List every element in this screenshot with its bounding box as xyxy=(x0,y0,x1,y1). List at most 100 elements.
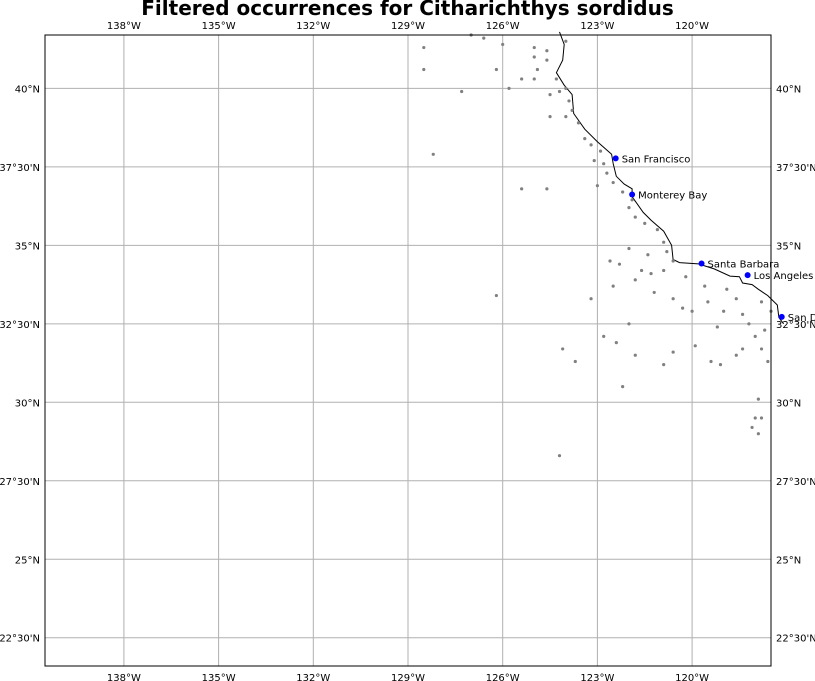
city-marker xyxy=(629,191,636,198)
lat-tick-label: 40°N xyxy=(15,84,40,95)
occurrence-point xyxy=(747,322,751,326)
lat-tick-label: 27°30'N xyxy=(0,477,40,488)
occurrence-point xyxy=(740,312,745,316)
coastline-path xyxy=(555,31,785,325)
occurrence-point xyxy=(520,187,524,191)
lat-tick-label: 35°N xyxy=(15,241,40,252)
occurrence-point xyxy=(422,67,426,72)
lon-tick-label: 123°W xyxy=(580,673,614,681)
lon-tick-label: 120°W xyxy=(675,673,709,681)
occurrence-point xyxy=(646,253,650,257)
occurrence-point xyxy=(665,250,669,254)
occurrence-point xyxy=(567,99,571,103)
city-marker xyxy=(744,272,751,279)
occurrence-point xyxy=(422,45,426,50)
occurrence-point xyxy=(583,136,587,141)
occurrence-point xyxy=(703,284,707,288)
lat-tick-label: 30°N xyxy=(776,398,801,409)
city-label: Los Angeles xyxy=(754,271,814,282)
occurrence-point xyxy=(554,77,558,81)
occurrence-point xyxy=(545,58,549,62)
lon-tick-label: 126°W xyxy=(486,673,520,681)
lat-tick-label: 37°30'N xyxy=(0,163,40,174)
occurrence-point xyxy=(766,359,770,364)
occurrence-point xyxy=(734,297,738,301)
occurrence-point xyxy=(662,240,666,244)
lat-tick-label: 37°30'N xyxy=(776,163,815,174)
lat-tick-label: 40°N xyxy=(776,84,801,95)
occurrence-point xyxy=(693,344,697,348)
lat-tick-label: 35°N xyxy=(776,241,801,252)
lat-tick-label: 30°N xyxy=(15,398,40,409)
occurrence-point xyxy=(633,353,637,357)
occurrence-point xyxy=(718,363,723,367)
occurrence-point xyxy=(652,290,656,295)
occurrence-point xyxy=(573,359,577,364)
lon-tick-label: 135°W xyxy=(202,21,236,32)
occurrence-point xyxy=(460,89,464,94)
occurrence-point xyxy=(706,300,710,304)
occurrence-point xyxy=(633,278,637,282)
occurrence-point xyxy=(494,67,498,72)
occurrence-point xyxy=(589,143,593,147)
occurrence-point xyxy=(709,359,713,364)
lat-tick-label: 25°N xyxy=(776,555,801,566)
occurrence-point xyxy=(621,385,625,389)
occurrence-points xyxy=(422,33,773,458)
occurrence-point xyxy=(763,328,767,332)
lon-tick-label: 129°W xyxy=(391,673,425,681)
occurrence-point xyxy=(532,77,536,81)
occurrence-point xyxy=(545,187,549,191)
occurrence-point xyxy=(602,334,606,338)
lon-tick-label: 132°W xyxy=(296,673,330,681)
occurrence-point xyxy=(759,347,764,351)
occurrence-point xyxy=(520,77,524,81)
occurrence-point xyxy=(482,36,486,40)
occurrence-point xyxy=(627,206,631,210)
occurrence-point xyxy=(602,162,606,166)
lon-tick-label: 126°W xyxy=(486,21,520,32)
city-label: Monterey Bay xyxy=(638,190,707,201)
occurrence-point xyxy=(548,93,552,97)
city-marker xyxy=(778,313,785,320)
occurrence-point xyxy=(532,55,536,59)
occurrence-point xyxy=(608,259,612,263)
occurrence-point xyxy=(722,309,726,313)
lon-tick-label: 120°W xyxy=(675,21,709,32)
map-frame xyxy=(44,34,772,667)
lat-tick-label: 22°30'N xyxy=(0,634,40,645)
occurrence-point xyxy=(564,86,568,90)
map-title: Filtered occurrences for Citharichthys s… xyxy=(141,0,674,20)
occurrence-point xyxy=(630,198,634,202)
occurrence-point xyxy=(564,115,568,119)
city-label: San Diego xyxy=(788,313,815,324)
occurrence-point xyxy=(611,180,615,185)
occurrence-point xyxy=(639,268,644,273)
occurrence-point xyxy=(627,322,631,326)
occurrence-point xyxy=(557,454,562,458)
lon-tick-label: 123°W xyxy=(580,21,614,32)
lon-tick-label: 129°W xyxy=(391,21,425,32)
city-markers: San Francisco Monterey Bay Santa BarbaraLo… xyxy=(612,154,815,324)
city-marker xyxy=(698,260,705,267)
occurrence-point xyxy=(561,347,565,351)
city-label: San Francisco xyxy=(622,154,691,165)
occurrence-point xyxy=(633,215,637,219)
occurrence-point xyxy=(690,309,694,313)
occurrence-point xyxy=(576,121,581,125)
lon-tick-label: 135°W xyxy=(202,673,236,681)
occurrence-point xyxy=(595,184,599,188)
lat-tick-label: 32°30'N xyxy=(0,320,40,331)
lon-tick-label: 138°W xyxy=(107,673,141,681)
occurrence-point xyxy=(643,221,647,225)
occurrence-point xyxy=(756,432,760,436)
occurrence-point xyxy=(627,246,631,251)
occurrence-point xyxy=(494,293,498,298)
occurrence-point xyxy=(756,397,760,401)
occurrence-point xyxy=(734,353,738,357)
gridlines xyxy=(45,35,771,666)
occurrence-point xyxy=(662,363,666,367)
city-marker xyxy=(612,155,619,162)
occurrence-point xyxy=(759,416,764,420)
